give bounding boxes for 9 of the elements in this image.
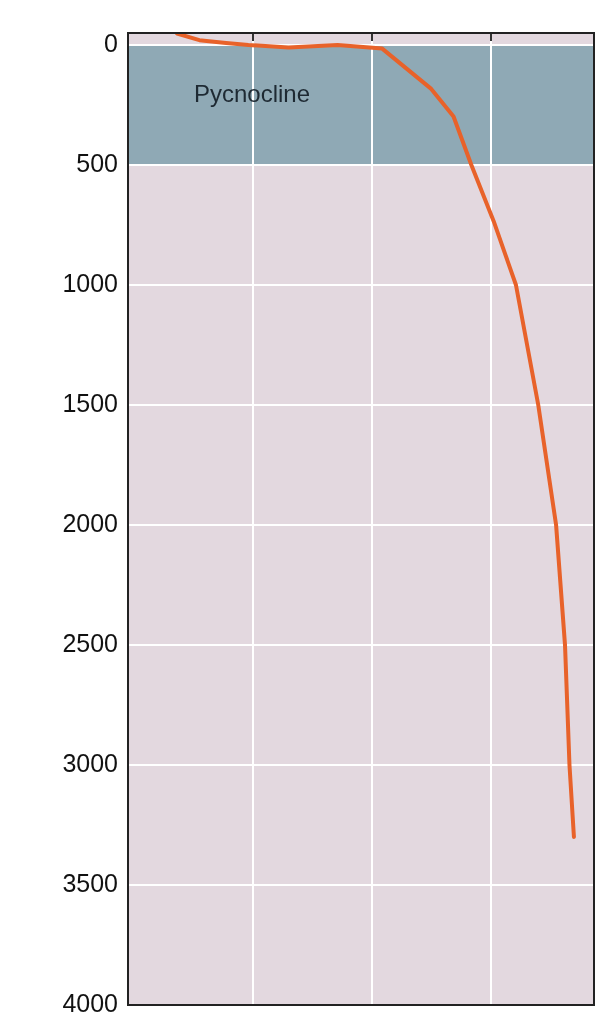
y-tick-label: 1000 — [62, 268, 118, 297]
y-tick-label: 3000 — [62, 748, 118, 777]
y-tick-label: 500 — [76, 148, 118, 177]
y-tick-label: 4000 — [62, 988, 118, 1017]
y-tick-label: 0 — [104, 28, 118, 57]
y-tick-label: 2000 — [62, 508, 118, 537]
y-tick-label: 2500 — [62, 628, 118, 657]
y-tick-label: 3500 — [62, 868, 118, 897]
y-tick-label: 1500 — [62, 388, 118, 417]
